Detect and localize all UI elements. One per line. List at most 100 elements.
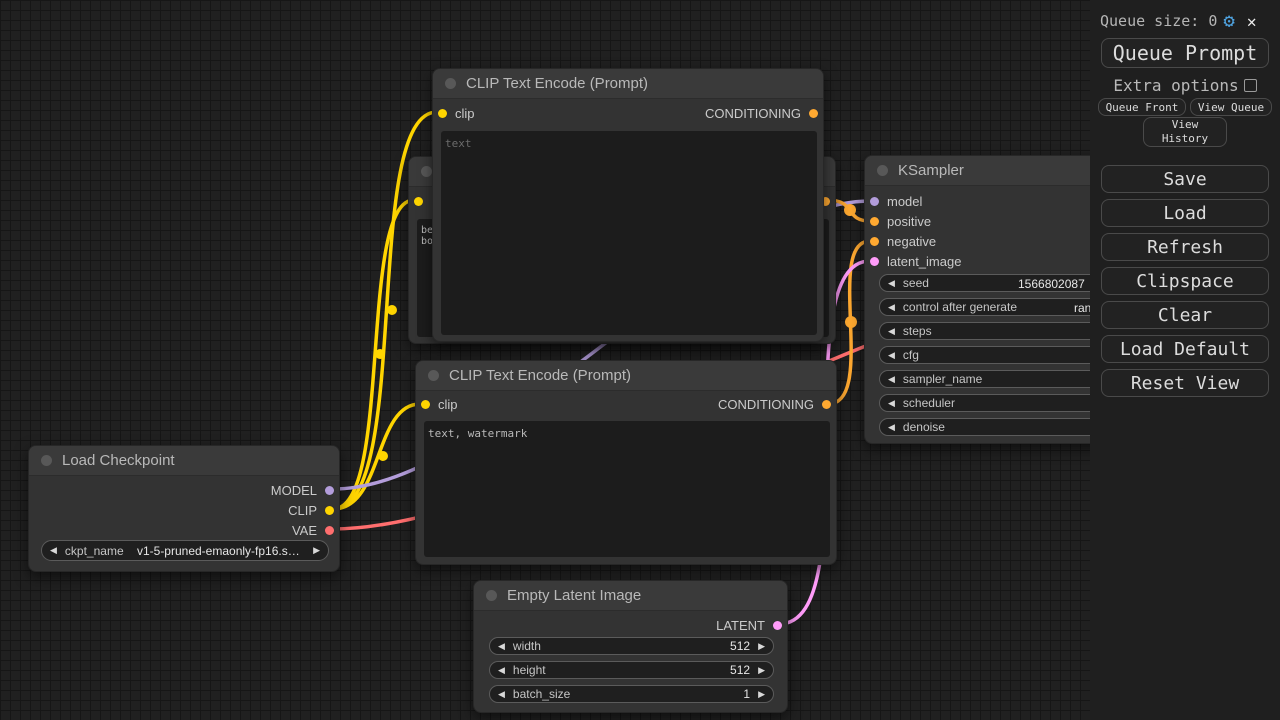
output-label-model: MODEL [270, 483, 317, 498]
output-slot-model[interactable] [325, 486, 334, 495]
node-title-bar[interactable]: CLIP Text Encode (Prompt) [433, 69, 823, 99]
widget-label: batch_size [512, 687, 571, 701]
input-slot-positive[interactable] [870, 217, 879, 226]
widget-label: sampler_name [902, 372, 983, 386]
view-queue-button[interactable]: View Queue [1190, 98, 1272, 116]
input-slot-clip[interactable] [438, 109, 447, 118]
decrement-arrow-icon[interactable]: ◀ [888, 277, 895, 288]
widget-value: v1-5-pruned-emaonly-fp16.s… [136, 543, 300, 558]
decrement-arrow-icon[interactable]: ◀ [888, 421, 895, 432]
decrement-arrow-icon[interactable]: ◀ [498, 664, 505, 675]
input-slot-negative[interactable] [870, 237, 879, 246]
widget-label: cfg [902, 348, 919, 362]
prompt-textarea[interactable]: text [441, 131, 817, 335]
decrement-arrow-icon[interactable]: ◀ [498, 688, 505, 699]
queue-prompt-button[interactable]: Queue Prompt [1101, 38, 1269, 68]
decrement-arrow-icon[interactable]: ◀ [498, 640, 505, 651]
extra-options-row: Extra options [1090, 76, 1280, 95]
output-label-clip: CLIP [288, 503, 317, 518]
node-clip-text-encode-negative[interactable]: CLIP Text Encode (Prompt) clip CONDITION… [415, 360, 837, 565]
output-slot-vae[interactable] [325, 526, 334, 535]
view-history-line2: History [1161, 132, 1209, 145]
collapse-dot-icon[interactable] [41, 455, 52, 466]
decrement-arrow-icon[interactable]: ◀ [888, 397, 895, 408]
queue-front-button[interactable]: Queue Front [1098, 98, 1186, 116]
node-ksampler[interactable]: KSampler model positive negative latent_… [864, 155, 1164, 444]
input-slot-clip[interactable] [421, 400, 430, 409]
increment-arrow-icon[interactable]: ▶ [758, 640, 765, 651]
decrement-arrow-icon[interactable]: ◀ [888, 325, 895, 336]
widget-label: seed [902, 276, 929, 290]
widget-scheduler[interactable]: ◀ scheduler [879, 394, 1151, 412]
decrement-arrow-icon[interactable]: ◀ [888, 301, 895, 312]
decrement-arrow-icon[interactable]: ◀ [888, 349, 895, 360]
input-label-negative: negative [887, 234, 937, 249]
next-option-arrow-icon[interactable]: ▶ [313, 545, 320, 555]
node-title-bar[interactable]: CLIP Text Encode (Prompt) [416, 361, 836, 391]
decrement-arrow-icon[interactable]: ◀ [888, 373, 895, 384]
increment-arrow-icon[interactable]: ▶ [758, 664, 765, 675]
widget-width[interactable]: ◀ width 512 ▶ [489, 637, 774, 655]
input-label-positive: positive [887, 214, 932, 229]
input-slot-latent-image[interactable] [870, 257, 879, 266]
widget-denoise[interactable]: ◀ denoise [879, 418, 1151, 436]
widget-seed[interactable]: ◀ seed 1566802087 [879, 274, 1151, 292]
output-label: CONDITIONING [704, 106, 801, 121]
widget-cfg[interactable]: ◀ cfg [879, 346, 1151, 364]
extra-options-checkbox[interactable] [1243, 79, 1257, 92]
widget-value: 1 [743, 687, 751, 701]
extra-options-label: Extra options [1113, 76, 1239, 95]
node-title: KSampler [898, 162, 964, 179]
reset-view-button[interactable]: Reset View [1101, 369, 1269, 397]
output-slot-clip[interactable] [325, 506, 334, 515]
input-label: clip [455, 106, 475, 121]
node-clip-text-encode-top[interactable]: CLIP Text Encode (Prompt) clip CONDITION… [432, 68, 824, 342]
input-label-latent-image: latent_image [887, 254, 962, 269]
input-slot-model[interactable] [870, 197, 879, 206]
wire-clip-to-positive-encode [331, 198, 416, 511]
input-label-model: model [887, 194, 923, 209]
output-slot-conditioning[interactable] [822, 400, 831, 409]
output-label-vae: VAE [291, 523, 317, 538]
widget-label: scheduler [902, 396, 955, 410]
node-title: Empty Latent Image [507, 587, 642, 604]
view-history-button[interactable]: View History [1143, 117, 1227, 147]
node-title-bar[interactable]: Empty Latent Image [474, 581, 787, 611]
output-slot-latent[interactable] [773, 621, 782, 630]
wire-clip-to-negative-encode [331, 402, 422, 511]
widget-batch-size[interactable]: ◀ batch_size 1 ▶ [489, 685, 774, 703]
collapse-dot-icon[interactable] [877, 165, 888, 176]
collapse-dot-icon[interactable] [428, 370, 439, 381]
widget-label: height [512, 663, 546, 677]
clear-button[interactable]: Clear [1101, 301, 1269, 329]
node-title-bar[interactable]: Load Checkpoint [29, 446, 339, 476]
widget-steps[interactable]: ◀ steps [879, 322, 1151, 340]
close-icon[interactable]: ✕ [1246, 11, 1257, 31]
collapse-dot-icon[interactable] [421, 166, 432, 177]
widget-height[interactable]: ◀ height 512 ▶ [489, 661, 774, 679]
widget-ckpt-name[interactable]: ◀ ckpt_name v1-5-pruned-emaonly-fp16.s… … [41, 540, 329, 561]
comfy-menu: Queue size: 0 ⚙ ✕ Queue Prompt Extra opt… [1090, 0, 1280, 720]
prompt-textarea[interactable]: text, watermark [424, 421, 830, 557]
collapse-dot-icon[interactable] [486, 590, 497, 601]
node-empty-latent-image[interactable]: Empty Latent Image LATENT ◀ width 512 ▶ … [473, 580, 788, 713]
output-slot-conditioning[interactable] [821, 197, 830, 206]
prev-option-arrow-icon[interactable]: ◀ [50, 545, 57, 555]
widget-value: 1566802087 [1018, 277, 1085, 291]
widget-sampler-name[interactable]: ◀ sampler_name [879, 370, 1151, 388]
output-slot-conditioning[interactable] [809, 109, 818, 118]
load-button[interactable]: Load [1101, 199, 1269, 227]
collapse-dot-icon[interactable] [445, 78, 456, 89]
clipspace-button[interactable]: Clipspace [1101, 267, 1269, 295]
input-slot-clip[interactable] [414, 197, 423, 206]
menu-header: Queue size: 0 ⚙ ✕ [1090, 10, 1280, 32]
widget-control-after-generate[interactable]: ◀ control after generate randomize [879, 298, 1151, 316]
settings-gear-icon[interactable]: ⚙ [1223, 10, 1235, 32]
node-load-checkpoint[interactable]: Load Checkpoint MODEL CLIP VAE ◀ ckpt_na… [28, 445, 340, 572]
load-default-button[interactable]: Load Default [1101, 335, 1269, 363]
refresh-button[interactable]: Refresh [1101, 233, 1269, 261]
node-title: CLIP Text Encode (Prompt) [449, 367, 632, 384]
save-button[interactable]: Save [1101, 165, 1269, 193]
increment-arrow-icon[interactable]: ▶ [758, 688, 765, 699]
queue-size-label: Queue size: 0 [1100, 12, 1218, 30]
